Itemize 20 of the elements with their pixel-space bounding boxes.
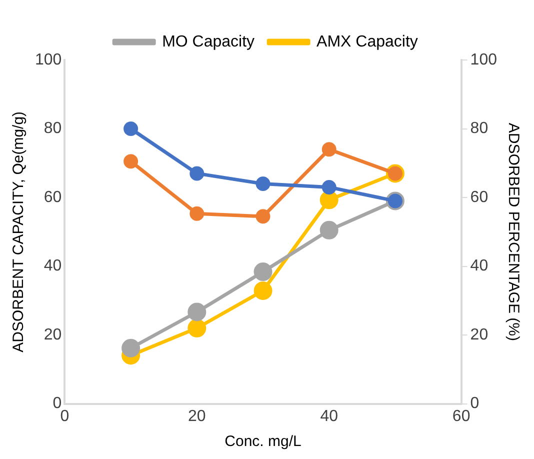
y-tick-label: 20 xyxy=(44,326,62,344)
y2-axis-title: ADSORBED PERCENTAGE (%) xyxy=(504,122,522,341)
legend-label: AMX Capacity xyxy=(316,33,418,50)
y-tick-label: 60 xyxy=(44,188,62,206)
y2-tick-label: 20 xyxy=(470,326,488,344)
y-axis-title: ADSORBENT CAPACITY, Qe(mg/g) xyxy=(10,111,28,352)
y2-tick-label: 100 xyxy=(470,51,498,68)
y2-tick-label: 80 xyxy=(470,120,488,138)
y-tick-label: 80 xyxy=(44,120,62,138)
y-tick-label: 0 xyxy=(52,395,62,412)
y-tick-label: 40 xyxy=(44,258,62,275)
x-tick-label: 60 xyxy=(452,408,470,425)
y2-tick-label: 40 xyxy=(470,258,488,275)
x-tick-label: 40 xyxy=(320,408,338,425)
x-tick-label: 20 xyxy=(188,408,206,425)
y2-tick-label: 0 xyxy=(470,395,480,412)
x-axis-title: Conc. mg/L xyxy=(224,433,302,450)
y2-tick-label: 60 xyxy=(470,188,488,206)
y-tick-label: 100 xyxy=(34,51,62,68)
legend-label: MO Capacity xyxy=(162,33,255,50)
